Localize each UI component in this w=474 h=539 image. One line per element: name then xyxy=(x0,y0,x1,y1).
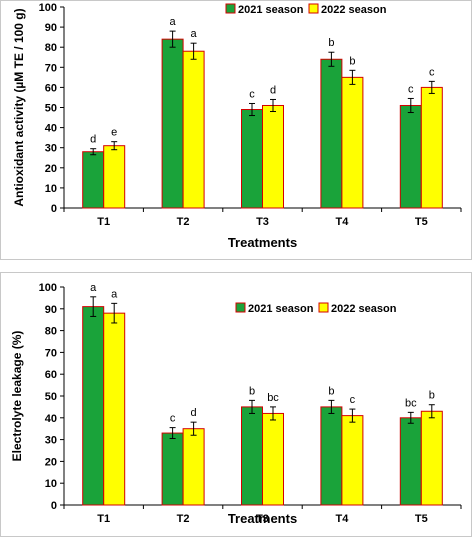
bar-2022-t3 xyxy=(262,412,284,506)
y-tick-label: 90 xyxy=(45,304,57,316)
x-tick-label: T1 xyxy=(97,216,110,228)
significance-letter: bc xyxy=(405,397,417,409)
bar-2021-t1 xyxy=(82,151,105,209)
significance-letter: d xyxy=(191,407,197,419)
significance-letter: c xyxy=(249,88,255,100)
bar-2021-t4 xyxy=(320,58,343,209)
y-axis-title: Electrolyte leakage (%) xyxy=(10,331,24,462)
y-tick-label: 100 xyxy=(39,2,57,14)
y-tick-label: 60 xyxy=(45,369,57,381)
legend-label-2021: 2021 season xyxy=(248,303,314,315)
x-axis-title: Treatments xyxy=(228,235,297,250)
y-tick-label: 80 xyxy=(45,42,57,54)
y-tick-label: 10 xyxy=(45,478,57,490)
significance-letter: a xyxy=(111,288,118,300)
bar-2021-t2 xyxy=(161,38,184,209)
significance-letter: d xyxy=(90,134,96,146)
bar-2022-t1 xyxy=(103,145,126,209)
bar-2022-t2 xyxy=(182,50,205,209)
y-tick-label: 90 xyxy=(45,22,57,34)
bar-2022-t5 xyxy=(420,410,443,506)
significance-letter: c xyxy=(350,394,356,406)
significance-letter: bc xyxy=(267,392,279,404)
x-tick-label: T4 xyxy=(335,216,349,228)
y-tick-label: 20 xyxy=(45,163,57,175)
bar-2021-t5 xyxy=(399,417,422,506)
x-tick-label: T3 xyxy=(256,513,269,525)
bar-2022-t2 xyxy=(182,428,205,506)
y-tick-label: 70 xyxy=(45,347,57,359)
significance-letter: e xyxy=(111,127,117,139)
x-tick-label: T5 xyxy=(415,216,428,228)
x-tick-label: T2 xyxy=(177,513,190,525)
y-tick-label: 40 xyxy=(45,123,57,135)
y-axis-title: Antioxidant activity (µM TE / 100 g) xyxy=(12,8,26,206)
y-tick-label: 0 xyxy=(51,203,57,215)
significance-letter: a xyxy=(191,28,198,40)
y-tick-label: 100 xyxy=(39,282,57,294)
bar-2021-t3 xyxy=(241,109,263,209)
bar-2021-t2 xyxy=(161,432,184,506)
antioxidant-chart-panel: 0 10 20 30 40 50 60 70 80 90 100 T1 T2 T3 T4 T5 d a c b c e a d… xyxy=(0,0,472,260)
significance-letter: b xyxy=(328,37,334,49)
x-tick-label: T2 xyxy=(177,216,190,228)
significance-letter: a xyxy=(90,282,97,294)
y-tick-label: 60 xyxy=(45,82,57,94)
y-tick-label: 30 xyxy=(45,143,57,155)
legend-swatch-2022 xyxy=(308,3,319,14)
y-tick-label: 40 xyxy=(45,413,57,425)
bar-2021-t3 xyxy=(241,406,263,506)
y-tick-label: 20 xyxy=(45,456,57,468)
y-tick-label: 10 xyxy=(45,183,57,195)
y-tick-label: 80 xyxy=(45,326,57,338)
x-tick-label: T4 xyxy=(335,513,349,525)
legend-swatch-2021 xyxy=(235,302,246,313)
bar-2021-t4 xyxy=(320,406,343,506)
bar-2022-t5 xyxy=(420,86,443,209)
legend-label-2021: 2021 season xyxy=(238,4,304,16)
electrolyte-chart-panel: 0 10 20 30 40 50 60 70 80 90 100 T1 T2 T3 T4 T5 a c b b bc a d… xyxy=(0,272,472,537)
y-tick-label: 50 xyxy=(45,103,57,115)
x-tick-label: T5 xyxy=(415,513,428,525)
y-tick-label: 30 xyxy=(45,435,57,447)
significance-letter: b xyxy=(328,385,334,397)
significance-letter: c xyxy=(408,83,414,95)
significance-letter: c xyxy=(429,66,435,78)
bar-2022-t4 xyxy=(341,415,364,506)
significance-letter: b xyxy=(429,390,435,402)
significance-letter: b xyxy=(249,385,255,397)
bar-2021-t5 xyxy=(399,104,422,209)
x-tick-label: T3 xyxy=(256,216,269,228)
y-tick-label: 70 xyxy=(45,62,57,74)
x-tick-label: T1 xyxy=(97,513,110,525)
significance-letter: b xyxy=(349,55,355,67)
legend-swatch-2022 xyxy=(318,302,329,313)
significance-letter: d xyxy=(270,84,276,96)
legend-label-2022: 2022 season xyxy=(321,4,387,16)
legend-swatch-2021 xyxy=(225,3,236,14)
legend-label-2022: 2022 season xyxy=(331,303,397,315)
bar-2022-t3 xyxy=(262,104,284,209)
y-tick-label: 0 xyxy=(51,500,57,512)
bar-2021-t1 xyxy=(82,306,105,506)
significance-letter: a xyxy=(170,16,177,28)
y-tick-label: 50 xyxy=(45,391,57,403)
bar-2022-t4 xyxy=(341,76,364,209)
antioxidant-activity-chart: 0 10 20 30 40 50 60 70 80 90 100 T1 T2 T3 T4 T5 d a c b c e a d… xyxy=(12,2,462,250)
significance-letter: c xyxy=(170,413,176,425)
bar-2022-t1 xyxy=(103,312,126,506)
x-axis-title: Treatments xyxy=(228,511,297,526)
